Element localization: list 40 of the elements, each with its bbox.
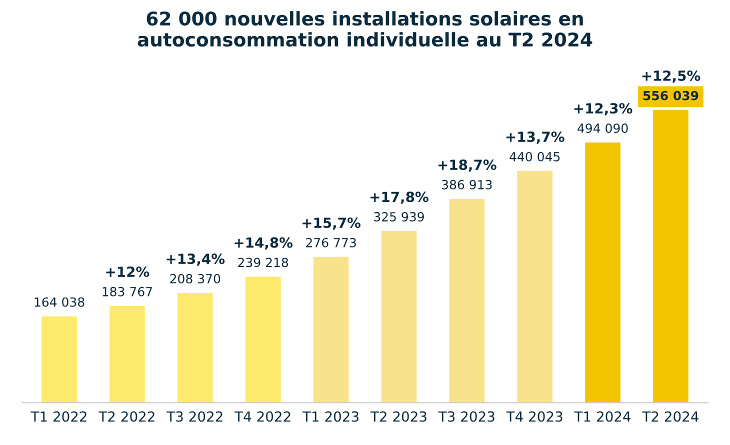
annotation: +14,8% [234, 237, 293, 250]
annotation: +12,3% [574, 103, 632, 116]
x-tick-label: T2 2024 [642, 411, 698, 422]
data-label: 276 773 [306, 238, 356, 248]
x-tick-label: T1 2023 [302, 411, 358, 422]
x-tick-label: T4 2023 [506, 411, 562, 422]
annotation: +13,4% [166, 254, 225, 266]
data-label: 239 218 [238, 258, 288, 268]
x-tick-label: T3 2023 [438, 411, 494, 422]
bar [653, 110, 688, 403]
data-label: 440 045 [510, 152, 560, 162]
annotation: +15,7% [302, 218, 360, 230]
bar [449, 198, 485, 403]
bar [42, 316, 77, 403]
annotation: +17,8% [370, 192, 428, 204]
data-label: 556 039 [643, 90, 698, 100]
x-tick-label: T4 2022 [234, 411, 290, 422]
annotation: +12,5% [642, 70, 700, 83]
annotation: +13,7% [506, 132, 564, 144]
data-label: 164 038 [34, 297, 84, 307]
bar [245, 276, 281, 403]
bar [177, 292, 213, 403]
annotation: +18,7% [438, 160, 496, 172]
data-label: 386 913 [442, 180, 492, 190]
x-tick-label: T2 2022 [98, 411, 154, 422]
data-label: 208 370 [170, 274, 220, 284]
bar [585, 142, 620, 403]
x-tick-label: T3 2022 [166, 411, 222, 422]
x-tick-label: T2 2023 [370, 411, 426, 422]
bar [110, 306, 145, 403]
data-label: 325 939 [374, 212, 424, 222]
bar [381, 231, 417, 403]
x-tick-label: T1 2024 [574, 411, 631, 422]
bar [313, 256, 349, 403]
bar [517, 170, 553, 403]
annotation: +12% [106, 266, 150, 278]
x-tick-label: T1 2022 [30, 411, 86, 422]
data-label: 183 767 [102, 286, 152, 296]
data-label: 494 090 [578, 123, 628, 133]
chart-title: 62 000 nouvelles installations solaires en autoconsommation individuelle au T2 2024 [138, 11, 592, 47]
